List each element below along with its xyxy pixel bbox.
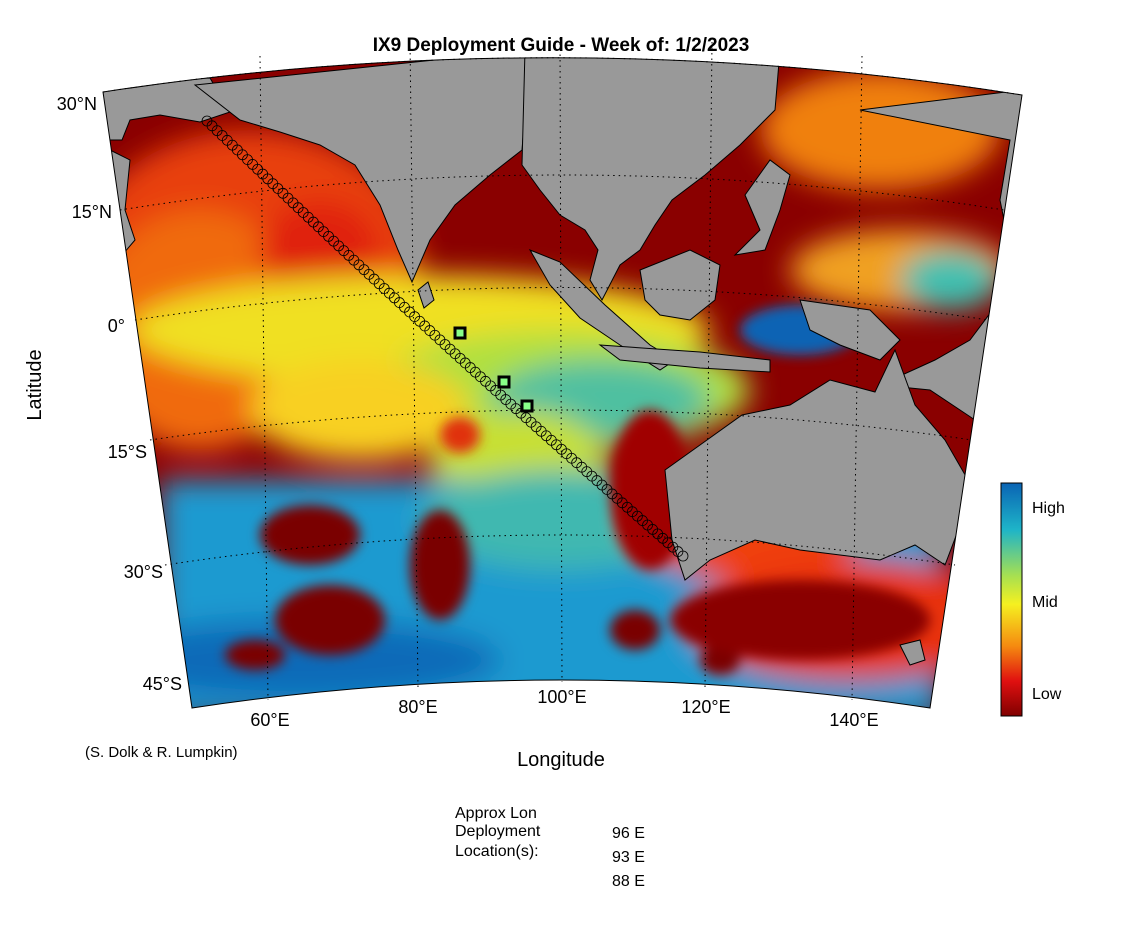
lat-label: 30°N [57, 94, 97, 114]
credit: (S. Dolk & R. Lumpkin) [85, 744, 238, 761]
x-axis-label: Longitude [517, 749, 605, 771]
deployment-markers [453, 326, 534, 413]
lat-label: 30°S [124, 562, 163, 582]
lon-label: 140°E [829, 710, 878, 730]
track-point [677, 550, 689, 562]
lat-label: 45°S [143, 674, 182, 694]
lat-label: 0° [108, 316, 125, 336]
lat-labels: 30°N 15°N 0° 15°S 30°S 45°S [57, 94, 182, 694]
land [103, 57, 1022, 666]
deployment-marker [497, 375, 511, 389]
colorbar [1000, 482, 1023, 717]
lon-label: 100°E [537, 687, 586, 707]
lat-label: 15°N [72, 202, 112, 222]
colorbar-label: Mid [1032, 594, 1058, 611]
colorbar-label: Low [1032, 686, 1062, 703]
colorbar-labels: High Mid Low [1032, 500, 1065, 703]
deployment-info: Approx Lon Deployment Location(s): 96 E … [455, 805, 645, 890]
lon-labels: 60°E 80°E 100°E 120°E 140°E [250, 687, 878, 730]
deployment-heading: Deployment [455, 823, 541, 840]
title: IX9 Deployment Guide - Week of: 1/2/2023 [373, 35, 750, 56]
deployment-location: 88 E [612, 873, 645, 890]
deployment-heading: Location(s): [455, 843, 539, 860]
deployment-location: 96 E [612, 825, 645, 842]
lon-label: 120°E [681, 697, 730, 717]
colorbar-label: High [1032, 500, 1065, 517]
deployment-heading: Approx Lon [455, 805, 537, 822]
deployment-marker [453, 326, 467, 340]
lon-label: 60°E [250, 710, 289, 730]
track [201, 115, 689, 562]
y-axis-label: Latitude [24, 349, 46, 420]
deployment-marker [520, 399, 534, 413]
lat-label: 15°S [108, 442, 147, 462]
deployment-location: 93 E [612, 849, 645, 866]
map-frame [102, 57, 1023, 709]
lon-label: 80°E [398, 697, 437, 717]
